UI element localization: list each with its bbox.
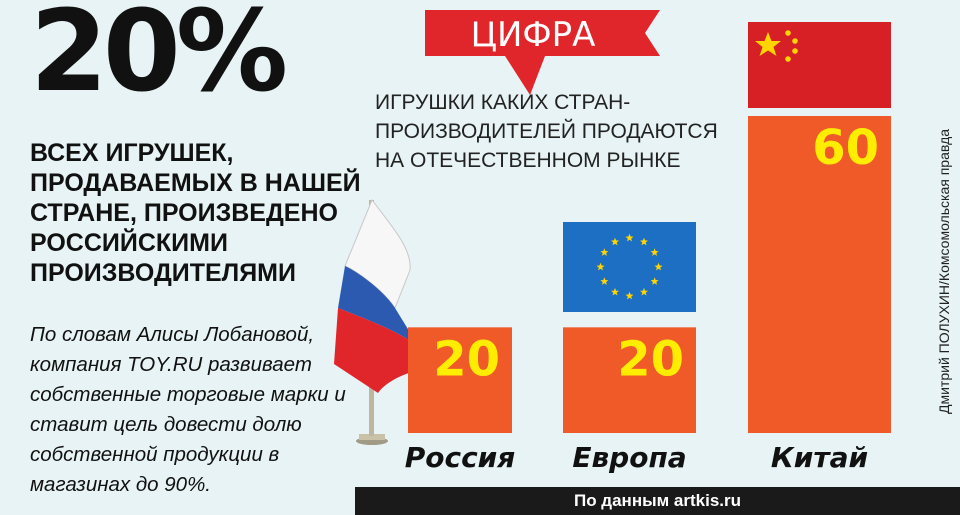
china-flag-icon	[748, 22, 891, 108]
eu-star-icon	[596, 262, 605, 271]
eu-star-icon	[650, 277, 659, 285]
eu-star-icon	[611, 237, 619, 246]
eu-star-icon	[654, 262, 663, 271]
value-label-2: 20	[617, 331, 684, 387]
eu-flag-icon	[563, 222, 696, 312]
eu-star-icon	[640, 287, 648, 296]
bar-1	[408, 327, 512, 433]
headline-text: ВСЕХ ИГРУШЕК, ПРОДАВАЕМЫХ В НАШЕЙ СТРАНЕ…	[30, 139, 361, 287]
category-label-2: Европа	[572, 441, 686, 474]
chart-value-labels: 20 20 60	[433, 120, 879, 387]
banner-ribbon	[425, 10, 660, 56]
eu-star-icon	[650, 248, 659, 256]
eu-star-icon	[611, 287, 619, 296]
chart-bars	[408, 116, 891, 433]
chart-title: ИГРУШКИ КАКИХ СТРАН-ПРОИЗВОДИТЕЛЕЙ ПРОДА…	[375, 91, 718, 172]
bar-2	[563, 327, 696, 433]
category-label-1: Россия	[405, 441, 516, 474]
russia-flag-icon	[334, 199, 432, 445]
eu-star-icon	[640, 237, 648, 246]
eu-star-icon	[600, 277, 609, 285]
headline-figure: 20%	[30, 0, 288, 117]
author-credit: Дмитрий ПОЛУХИН/Комсомольская правда	[936, 128, 952, 414]
eu-star-icon	[600, 248, 609, 256]
banner-label: ЦИФРА	[471, 15, 596, 55]
banner: ЦИФРА	[425, 10, 660, 95]
chart-category-labels: Россия Европа Китай	[405, 441, 868, 474]
body-text: По словам Алисы Лобановой, компания TOY.…	[30, 323, 346, 496]
category-label-3: Китай	[771, 441, 868, 474]
bar-3	[748, 116, 891, 433]
value-label-3: 60	[812, 120, 879, 176]
banner-pointer	[505, 56, 545, 95]
eu-star-icon	[625, 291, 634, 300]
source-footer: По данным artkis.ru	[355, 487, 960, 515]
value-label-1: 20	[433, 331, 500, 387]
eu-star-icon	[625, 233, 634, 242]
